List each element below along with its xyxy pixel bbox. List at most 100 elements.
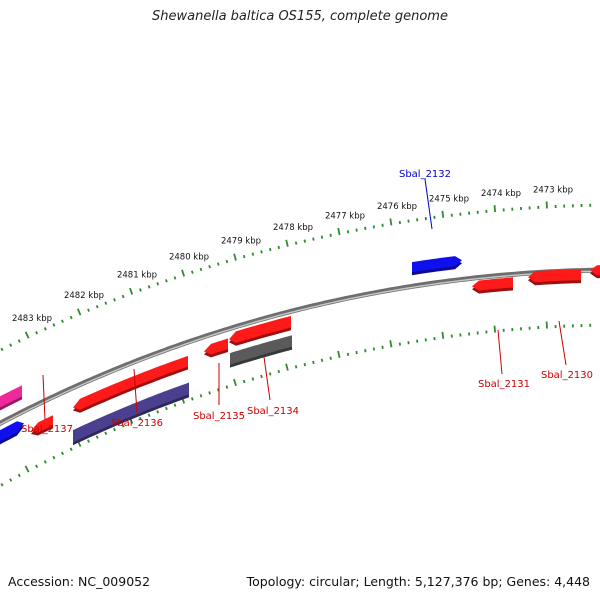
gene-feature-right-edge[interactable] [590,265,600,279]
gene-feature-blue-left-face [0,421,24,442]
major-tick [285,239,289,247]
gene-feature-sbal2134-gray-face [230,335,292,365]
minor-tick [346,230,350,234]
minor-tick [329,356,332,360]
gene-feature-magenta-left[interactable] [0,385,22,413]
scale-label: 2474 kbp [481,189,521,199]
minor-tick [242,254,246,259]
gene-label[interactable]: Sbal_2134 [247,406,299,417]
gene-label[interactable]: Sbal_2135 [193,411,245,422]
minor-tick [165,279,168,283]
minor-tick [225,259,229,264]
gene-feature-sbal2136-red[interactable] [73,355,188,413]
gene-feature-sbal2131[interactable] [472,277,513,294]
minor-tick [52,455,56,460]
gene-leader-line [497,329,503,375]
minor-tick [69,315,73,320]
minor-tick [35,464,39,469]
minor-tick [303,239,307,243]
scale-label: 2483 kbp [12,314,52,324]
minor-tick [173,276,177,280]
gene-label[interactable]: Sbal_2136 [111,418,163,429]
gene-feature-sbal2134-gray[interactable] [230,335,292,368]
minor-tick [104,431,108,436]
gene-feature-sbal2131-face [472,277,513,291]
minor-tick [147,285,151,289]
scale-label: 2479 kbp [221,237,261,247]
major-tick [493,325,497,333]
minor-tick [346,352,350,357]
minor-tick [104,301,108,305]
minor-tick [95,304,99,309]
gene-leader-line [133,368,138,414]
gene-feature-blue-right[interactable] [412,256,462,276]
gene-leader-line [558,320,567,366]
minor-tick [312,237,315,241]
backbone-line [0,267,600,427]
scale-label: 2473 kbp [533,186,573,196]
minor-tick [9,478,13,482]
gene-feature-sbal2137[interactable] [31,415,53,436]
inner-tick-ring [0,321,592,487]
minor-tick [156,410,160,414]
minor-tick [69,447,73,451]
scale-label: 2481 kbp [117,270,157,280]
major-tick [233,253,237,261]
minor-tick [199,267,203,272]
outer-tick-ring [0,201,592,352]
minor-tick [208,265,211,269]
minor-tick [242,379,246,384]
minor-tick [35,331,39,335]
gene-features [0,256,600,447]
gene-label[interactable]: Sbal_2131 [478,379,530,390]
minor-tick [303,362,307,367]
major-tick [76,308,82,316]
accession-text: Accession: NC_009052 [8,574,151,589]
gene-feature-sbal2135[interactable] [204,338,228,358]
major-tick [441,210,445,218]
gene-feature-sbal2130-face [528,269,581,283]
scale-label: 2482 kbp [64,291,104,301]
minor-tick [251,252,255,256]
gene-label[interactable]: Sbal_2130 [541,370,593,381]
minor-tick [260,250,263,254]
minor-tick [43,327,47,331]
minor-tick [113,427,116,432]
gene-feature-sbal2134-red[interactable] [229,316,291,346]
minor-tick [87,439,90,443]
minor-tick [61,451,64,456]
gene-feature-sbal2130[interactable] [528,269,581,286]
minor-tick [364,349,367,353]
minor-tick [199,394,203,398]
major-tick [337,350,341,358]
minor-tick [398,342,402,346]
minor-tick [251,377,255,381]
minor-tick [320,235,324,239]
major-tick [24,465,30,473]
scale-label: 2476 kbp [377,202,417,212]
gene-leader-line [42,374,46,421]
minor-tick [52,323,56,327]
minor-tick [121,424,125,428]
minor-tick [268,247,272,252]
gene-feature-sbal2135-face [204,338,228,355]
gene-feature-sbal2136-red-face [73,355,188,410]
minor-tick [0,347,4,352]
major-tick [337,227,341,236]
major-tick [285,363,289,371]
gene-leader-line [424,178,433,230]
minor-tick [139,416,142,421]
gene-label[interactable]: Sbal_2132 [399,169,451,180]
gene-feature-blue-left[interactable] [0,421,24,447]
major-tick [389,218,393,226]
gene-label[interactable]: Sbal_2137 [21,424,73,435]
minor-tick [173,403,177,407]
minor-tick [61,319,64,323]
minor-tick [17,473,21,478]
minor-tick [0,483,4,487]
gene-feature-sbal2136-purple[interactable] [73,382,189,446]
minor-tick [139,288,142,292]
minor-tick [208,391,211,395]
